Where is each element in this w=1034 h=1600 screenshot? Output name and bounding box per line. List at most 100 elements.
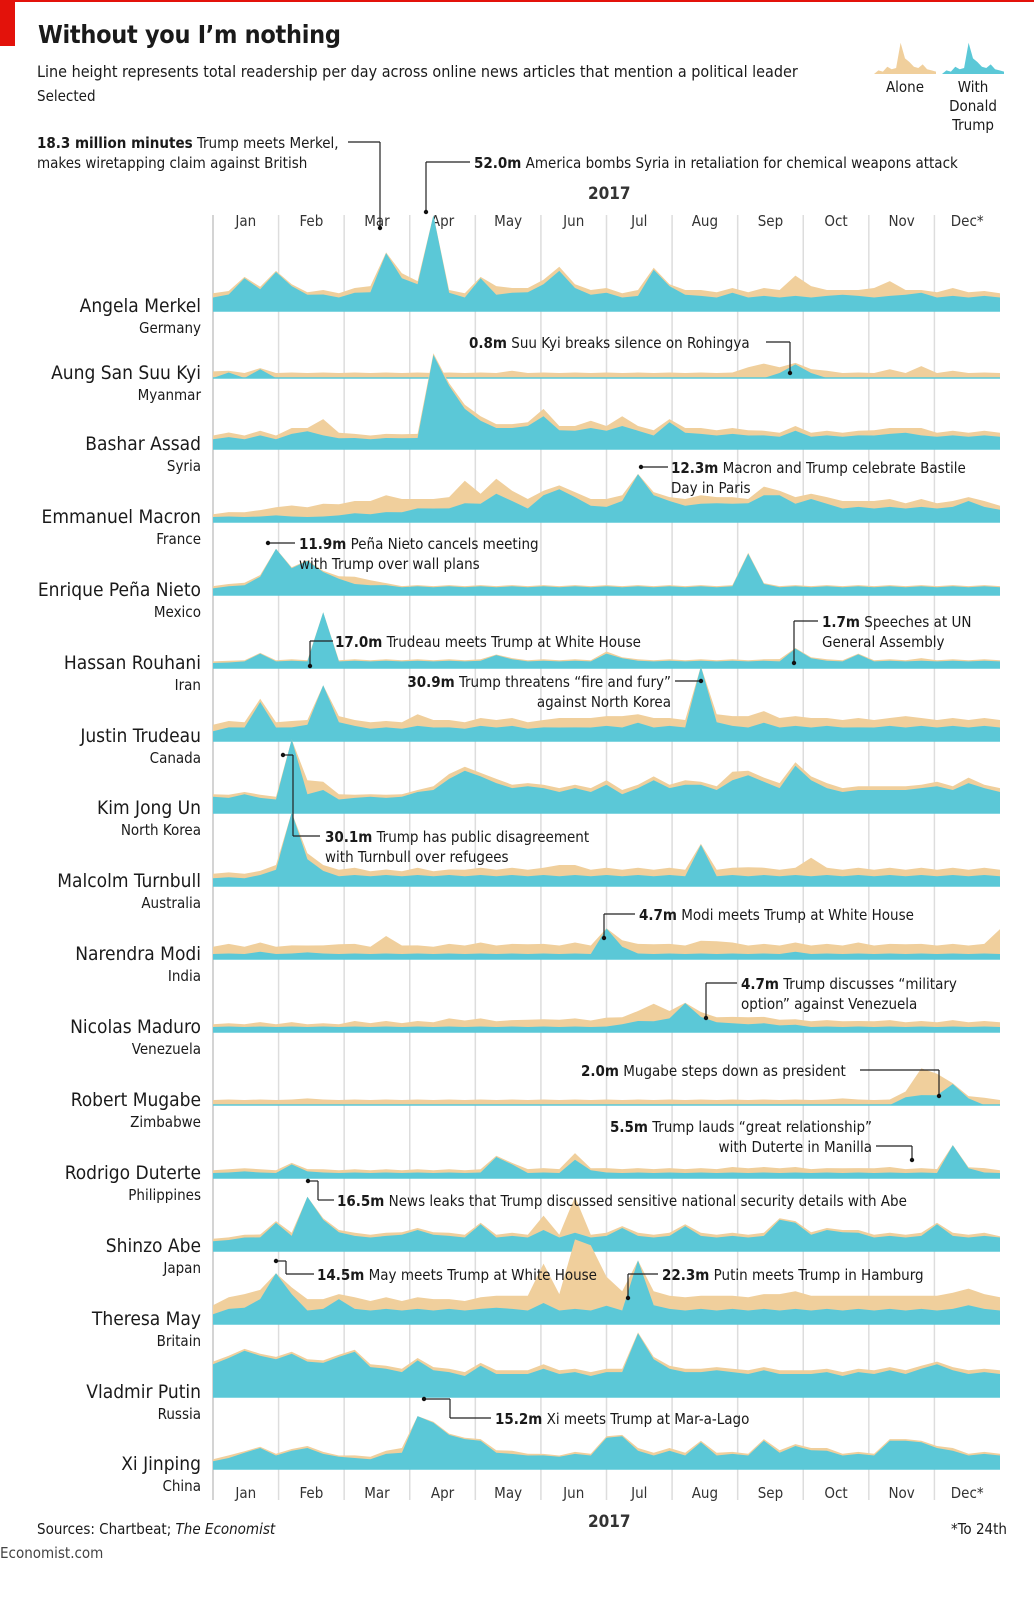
leader-country: Mexico (153, 603, 201, 621)
month-tick-bottom: Dec* (950, 1484, 984, 1502)
annotation-leader-line (265, 540, 295, 546)
month-tick-bottom: Jul (631, 1484, 648, 1502)
area-with-trump (213, 1416, 1000, 1469)
peak-dot (280, 752, 286, 758)
annotation: 12.3m Macron and Trump celebrate Bastile… (671, 458, 966, 498)
leader-country: Philippines (128, 1186, 201, 1204)
area-alone (213, 812, 1000, 886)
annotation-text: Modi meets Trump at White House (676, 906, 914, 924)
legend-with-trump-swatch (942, 42, 1004, 74)
row-xi-jinping (213, 1416, 1000, 1470)
row-shinzo-abe (213, 1196, 1000, 1252)
leader-name: Enrique Peña Nieto (37, 579, 201, 601)
annotation-leader-line (421, 1396, 491, 1419)
annotation: 0.8m Suu Kyi breaks silence on Rohingya (469, 333, 750, 353)
month-tick-top: Feb (299, 212, 324, 230)
annotation-text: Trump threatens “fire and fury” (454, 673, 671, 691)
leader-country: Russia (157, 1405, 201, 1423)
annotation-leader-line (791, 620, 818, 666)
sources: Sources: Chartbeat; The Economist (37, 1520, 275, 1538)
site-credit: Economist.com (0, 1544, 104, 1562)
annotation-leader-line (675, 678, 704, 684)
chart-title: Without you I’m nothing (38, 20, 341, 49)
month-tick-top: May (494, 212, 523, 230)
annotation-text: Xi meets Trump at Mar-a-Lago (542, 1410, 750, 1428)
year-label-bottom: 2017 (588, 1512, 631, 1532)
annotation: 4.7m Modi meets Trump at White House (639, 905, 914, 925)
annotation-leader-line (860, 1069, 942, 1099)
leader-country: Zimbabwe (130, 1113, 201, 1131)
annotation: 30.1m Trump has public disagreement with … (325, 827, 589, 867)
leader-country: Venezuela (131, 1040, 201, 1058)
row-hassan-rouhani (213, 612, 1000, 669)
annotation-text-line2: option” against Venezuela (741, 995, 918, 1013)
leader-country: North Korea (120, 821, 201, 839)
area-with-trump (213, 1145, 1000, 1178)
peak-dot (787, 370, 793, 376)
row-robert-mugabe (213, 1068, 1000, 1106)
peak-dot (625, 1295, 631, 1301)
area-with-trump (213, 474, 1000, 522)
annotation-text: America bombs Syria in retaliation for c… (521, 154, 958, 172)
row-aung-san-suu-kyi (213, 362, 1000, 379)
annotation-text: Suu Kyi breaks silence on Rohingya (506, 334, 750, 352)
annotation-text: Trump has public disagreement (372, 828, 590, 846)
annotation-value: 16.5m (337, 1192, 385, 1210)
leader-name: Aung San Suu Kyi (51, 362, 201, 384)
annotation-text: Trudeau meets Trump at White House (382, 633, 641, 651)
annotation-leader-line (307, 640, 333, 669)
annotation-text-line2: with Duterte in Manilla (718, 1138, 872, 1156)
legend-alone-label: Alone (885, 78, 925, 96)
annotation-value: 4.7m (639, 906, 677, 924)
annotation: 11.9m Peña Nieto cancels meeting with Tru… (299, 534, 539, 574)
row-theresa-may (213, 1239, 1000, 1325)
month-tick-top: Nov (888, 212, 915, 230)
row-narendra-modi (213, 928, 1000, 960)
annotation: 16.5m News leaks that Trump discussed se… (337, 1191, 907, 1211)
annotation-leader-line (280, 752, 320, 837)
annotation: 14.5m May meets Trump at White House (317, 1265, 597, 1285)
annotation-text-line2: with Trump over wall plans (299, 555, 480, 573)
leader-country: Myanmar (137, 386, 201, 404)
peak-dot (377, 225, 383, 231)
row-justin-trudeau (213, 666, 1000, 742)
month-tick-top: Mar (364, 212, 390, 230)
annotation: 4.7m Trump discusses “military option” ag… (741, 974, 957, 1014)
annotation-text-line2: against North Korea (536, 693, 671, 711)
annotation-text: Speeches at UN (859, 613, 972, 631)
annotation: 2.0m Mugabe steps down as president (581, 1061, 846, 1081)
month-tick-bottom: Aug (691, 1484, 719, 1502)
row-bashar-assad (213, 353, 1000, 450)
area-with-trump (213, 666, 1000, 741)
leader-name: Robert Mugabe (70, 1089, 201, 1111)
legend-alone: Alone (874, 38, 936, 97)
leader-country: Germany (139, 319, 201, 337)
row-emmanuel-macron (213, 473, 1000, 523)
annotation-value: 17.0m (335, 633, 383, 651)
annotation-leader-line (423, 161, 470, 215)
area-with-trump (213, 1003, 1000, 1032)
area-with-trump (213, 928, 1000, 959)
area-alone (213, 1239, 1000, 1324)
annotation-value: 12.3m (671, 459, 719, 477)
annotation-leader-line (766, 341, 793, 376)
year-label-top: 2017 (588, 184, 631, 204)
month-tick-bottom: Oct (824, 1484, 848, 1502)
annotation-text-line2: General Assembly (822, 633, 945, 651)
month-tick-bottom: Jun (563, 1484, 585, 1502)
area-with-trump (213, 612, 1000, 668)
annotation-value: 52.0m (474, 154, 522, 172)
leader-name: Bashar Assad (85, 433, 201, 455)
annotation-leader-line (625, 1273, 658, 1301)
leader-name: Emmanuel Macron (41, 506, 201, 528)
month-tick-bottom: Feb (299, 1484, 324, 1502)
leader-country: Iran (174, 676, 201, 694)
footnote: *To 24th (951, 1520, 1007, 1538)
annotation: 22.3m Putin meets Trump in Hamburg (662, 1265, 924, 1285)
area-with-trump (213, 355, 1000, 449)
sources-prefix: Sources: Chartbeat; (37, 1520, 176, 1538)
month-tick-bottom: Mar (364, 1484, 390, 1502)
annotation: 18.3 million minutes Trump meets Merkel,… (37, 133, 339, 173)
area-with-trump (213, 739, 1000, 813)
annotation-text: Mugabe steps down as president (618, 1062, 846, 1080)
